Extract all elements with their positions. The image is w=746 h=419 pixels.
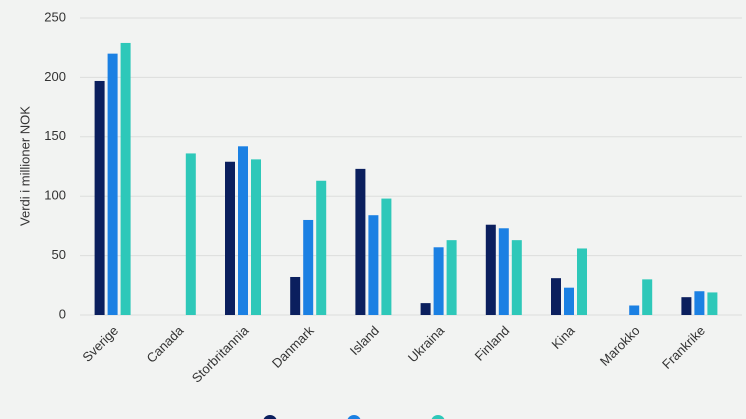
bar [511, 240, 522, 315]
bar [94, 80, 105, 316]
bar [707, 292, 718, 315]
y-tick-label: 0 [59, 306, 66, 321]
bar [681, 297, 692, 315]
bar [381, 198, 392, 315]
bar [642, 279, 653, 315]
legend-marker [431, 415, 445, 419]
bar [238, 146, 248, 315]
bar [577, 248, 587, 315]
bar [446, 240, 457, 315]
y-tick-label: 100 [44, 188, 66, 203]
bar [485, 224, 496, 315]
bar [185, 153, 196, 315]
bar [564, 287, 574, 315]
bar [225, 161, 235, 315]
bar [120, 42, 131, 315]
bar [355, 168, 366, 315]
bar [368, 215, 379, 315]
bar [551, 278, 561, 315]
legend-marker [263, 415, 277, 419]
y-tick-label: 50 [52, 247, 66, 262]
bar [107, 53, 118, 315]
bar [420, 303, 431, 315]
bar [290, 276, 301, 315]
bar [694, 291, 705, 315]
legend-marker [347, 415, 361, 419]
bar [303, 219, 314, 315]
bar [251, 159, 261, 315]
y-axis-label: Verdi i millioner NOK [17, 106, 32, 226]
bar [316, 180, 327, 315]
y-tick-label: 250 [44, 9, 66, 24]
bar [629, 305, 640, 315]
y-tick-label: 150 [44, 128, 66, 143]
bar [433, 247, 444, 315]
bar [498, 228, 509, 315]
y-tick-label: 200 [44, 69, 66, 84]
